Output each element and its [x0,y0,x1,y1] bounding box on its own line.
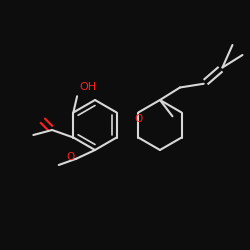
Text: O: O [134,114,142,124]
Text: O: O [67,152,75,162]
Text: OH: OH [80,82,97,92]
